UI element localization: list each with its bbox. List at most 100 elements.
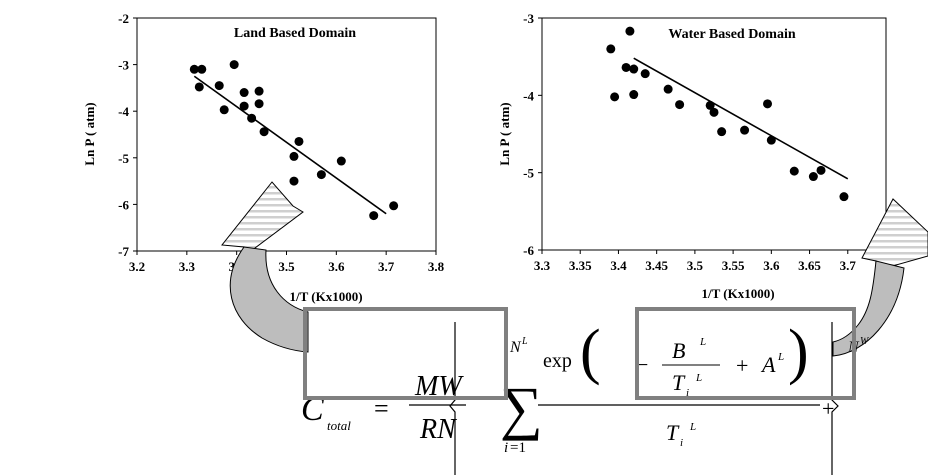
data-point (839, 192, 849, 202)
arrow-body-right (832, 260, 905, 357)
x-tick-label: 3.5 (278, 259, 295, 274)
sum-upper-water-sup: W (860, 336, 870, 347)
x-tick-label: 3.65 (798, 258, 821, 273)
chart-title: Water Based Domain (668, 27, 796, 42)
x-tick-label: 3.5 (687, 258, 704, 273)
data-point (709, 107, 719, 117)
water-based-chart: Water Based Domain 1/T (Kx1000) Ln P ( a… (497, 11, 898, 301)
y-tick-label: -3 (523, 11, 534, 26)
data-point (219, 105, 229, 115)
x-axis-label: 1/T (Kx1000) (701, 286, 774, 301)
left-brace (449, 322, 456, 475)
data-point (389, 201, 399, 211)
highlight-frame-water (635, 307, 856, 400)
minus-land: − (636, 352, 648, 377)
sum-lower-land-eq: =1 (510, 440, 526, 456)
y-tick-label: -5 (118, 151, 129, 166)
y-tick-label: -6 (523, 243, 534, 258)
t-land-inner-sub: i (686, 387, 689, 399)
x-tick-label: 3.6 (328, 259, 345, 274)
x-tick-label: 3.55 (722, 258, 745, 273)
lhs-symbol: C (301, 391, 324, 428)
data-point (629, 90, 639, 100)
data-point (239, 88, 249, 98)
axis-ticks: 3.33.353.43.453.53.553.63.653.73.75-3-4-… (523, 11, 898, 273)
data-points (606, 26, 849, 202)
trend-line (193, 75, 387, 215)
data-points (189, 60, 399, 221)
x-tick-label: 3.8 (428, 259, 445, 274)
data-point (239, 101, 249, 111)
b-land-sup: L (699, 336, 706, 348)
a-land-sup: L (777, 351, 784, 363)
curved-arrow-left (221, 181, 309, 353)
data-point (369, 211, 379, 221)
plus-between-sums: + (822, 396, 834, 421)
trend-line (633, 57, 849, 180)
data-point (189, 64, 199, 74)
data-point (621, 62, 631, 72)
y-axis-label: Ln P ( atm) (82, 102, 97, 165)
t-land-inner: T (672, 370, 686, 395)
data-point (336, 156, 346, 166)
data-point (194, 82, 204, 92)
data-point (640, 69, 650, 79)
t-land-denominator-sub: i (680, 437, 683, 449)
plus-inner-land: + (736, 353, 748, 378)
exp-land: exp (543, 350, 572, 372)
data-point (763, 99, 773, 109)
data-point (197, 64, 207, 74)
data-point (294, 136, 304, 146)
data-point (289, 176, 299, 186)
axis-ticks: 3.23.33.43.53.63.73.8-2-3-4-5-6-7 (118, 11, 444, 274)
y-tick-label: -4 (118, 104, 129, 119)
x-tick-label: 3.7 (378, 259, 395, 274)
sum-upper-land: N (509, 339, 522, 356)
y-axis-label: Ln P ( atm) (497, 102, 512, 165)
data-point (717, 127, 727, 137)
arrow-head-right (861, 198, 928, 270)
paren-close-land: ) (788, 318, 809, 386)
x-tick-label: 3.45 (645, 258, 668, 273)
data-point (610, 92, 620, 102)
data-point (675, 100, 685, 110)
equation: C total = MW RN N L ∑ i =1 exp ( − B L T… (301, 318, 870, 475)
x-tick-label: 3.4 (610, 258, 627, 273)
data-point (740, 125, 750, 135)
y-tick-label: -6 (118, 197, 129, 212)
x-tick-label: 3.6 (763, 258, 780, 273)
data-point (254, 99, 264, 109)
sum-lower-land-i: i (504, 440, 508, 456)
data-point (808, 172, 818, 182)
data-point (289, 151, 299, 161)
a-land: A (760, 352, 776, 377)
data-point (625, 26, 635, 36)
y-tick-label: -2 (118, 11, 129, 26)
data-point (789, 166, 799, 176)
paren-open-land: ( (580, 318, 601, 386)
t-land-denominator: T (666, 420, 680, 445)
arrow-body-left (229, 246, 309, 353)
t-land-denominator-sup: L (689, 421, 696, 433)
t-land-inner-sup: L (695, 372, 702, 384)
highlight-frame-land (303, 307, 508, 400)
right-brace (831, 322, 839, 475)
data-point (663, 84, 673, 94)
x-tick-label: 3.7 (840, 258, 857, 273)
x-tick-label: 3.35 (569, 258, 592, 273)
lhs-subscript: total (327, 418, 351, 433)
y-tick-label: -3 (118, 58, 129, 73)
data-point (229, 60, 239, 70)
curved-arrow-right (832, 198, 928, 357)
data-point (629, 64, 639, 74)
data-point (816, 165, 826, 175)
x-tick-label: 3.2 (129, 259, 145, 274)
data-point (254, 86, 264, 96)
fraction-denominator: RN (419, 414, 457, 445)
x-tick-label: 3.3 (534, 258, 551, 273)
arrow-head-left (221, 181, 304, 255)
y-tick-label: -4 (523, 88, 534, 103)
b-land: B (672, 338, 685, 363)
data-point (316, 170, 326, 180)
